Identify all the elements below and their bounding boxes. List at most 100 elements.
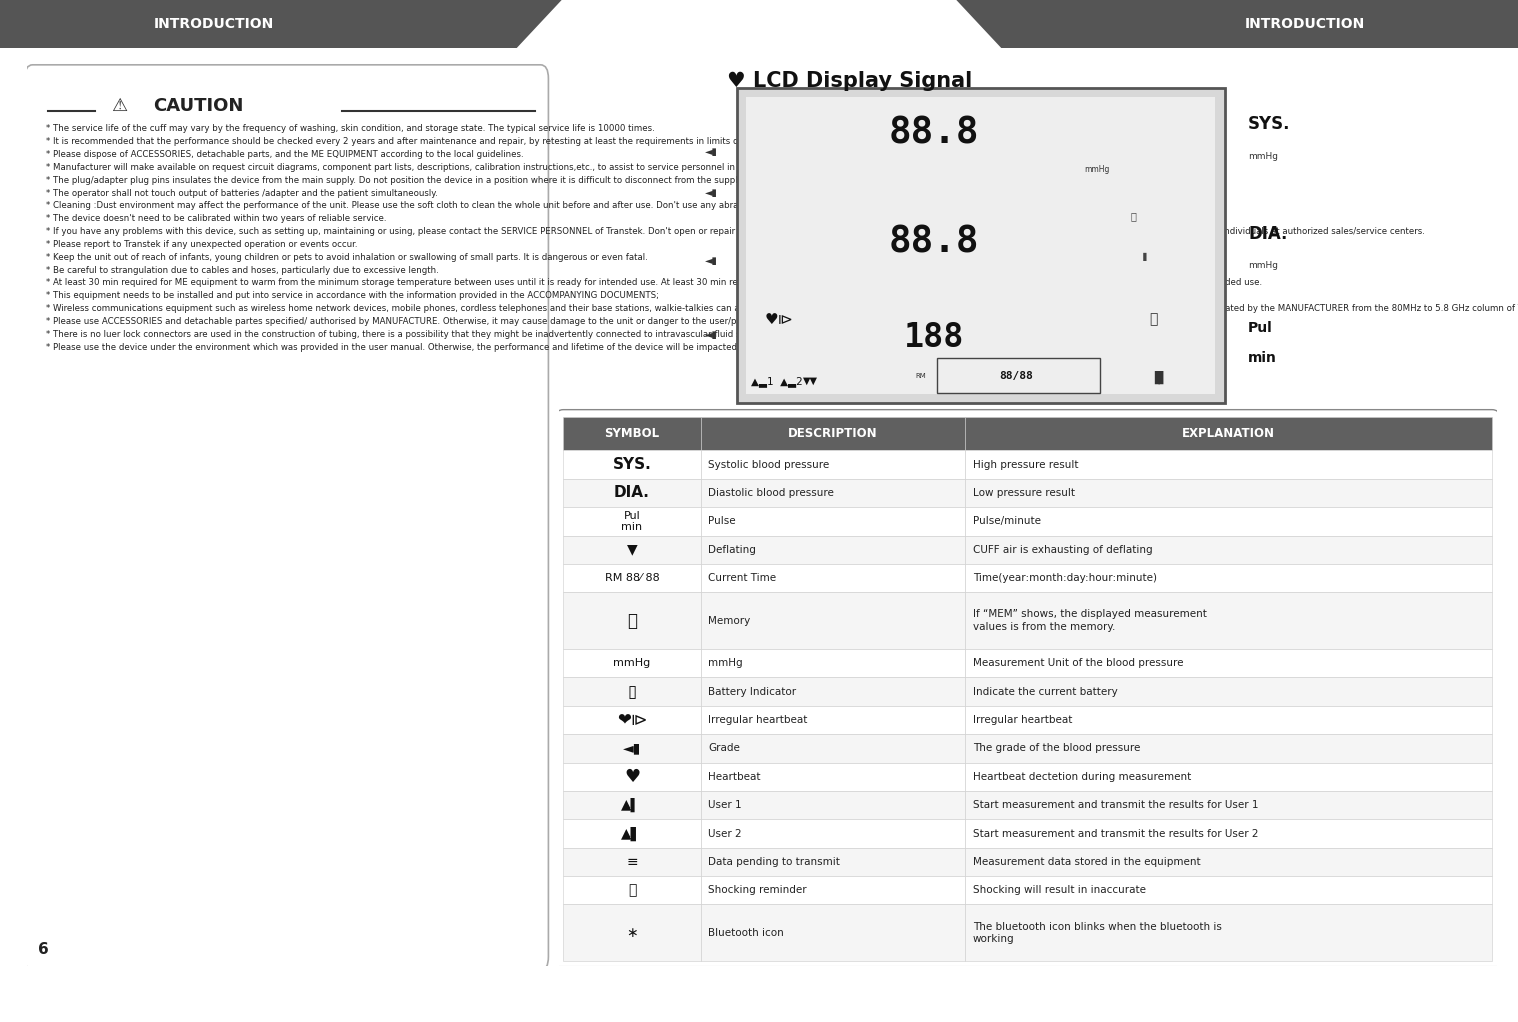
Text: 88.8: 88.8	[888, 225, 979, 261]
Text: ▼: ▼	[627, 543, 638, 557]
Text: Shocking reminder: Shocking reminder	[709, 885, 808, 895]
Text: Data pending to transmit: Data pending to transmit	[709, 856, 839, 867]
Text: ➰: ➰	[628, 883, 636, 897]
Text: Bluetooth icon: Bluetooth icon	[709, 928, 783, 938]
Text: mmHg: mmHg	[613, 658, 651, 668]
Text: Start measurement and transmit the results for User 1: Start measurement and transmit the resul…	[973, 800, 1258, 810]
Bar	[701, 649, 965, 678]
Text: Indicate the current battery: Indicate the current battery	[973, 687, 1117, 697]
Text: INTRODUCTION: INTRODUCTION	[153, 17, 273, 31]
Text: Measurement data stored in the equipment: Measurement data stored in the equipment	[973, 856, 1201, 867]
Bar	[701, 478, 965, 507]
Text: 88.8: 88.8	[888, 115, 979, 151]
Text: Memory: Memory	[709, 615, 750, 625]
Bar	[965, 706, 1492, 734]
Bar	[701, 678, 965, 706]
Text: ⚠: ⚠	[111, 97, 128, 115]
Text: ▲▌: ▲▌	[621, 827, 642, 841]
Bar	[965, 678, 1492, 706]
Text: Grade: Grade	[709, 743, 741, 753]
Bar	[563, 507, 701, 536]
Bar	[965, 593, 1492, 649]
Text: ⌕: ⌕	[627, 611, 638, 630]
Bar	[965, 847, 1492, 876]
Text: SYMBOL: SYMBOL	[604, 427, 660, 440]
Bar	[563, 762, 701, 791]
Bar	[563, 564, 701, 593]
Text: Pul: Pul	[1248, 321, 1274, 335]
Text: The grade of the blood pressure: The grade of the blood pressure	[973, 743, 1140, 753]
Bar	[563, 451, 701, 478]
Text: mmHg: mmHg	[1084, 166, 1110, 175]
Text: ♥ LCD Display Signal: ♥ LCD Display Signal	[727, 72, 973, 91]
Bar	[701, 762, 965, 791]
Text: If “MEM” shows, the displayed measurement
values is from the memory.: If “MEM” shows, the displayed measuremen…	[973, 609, 1207, 632]
Text: ≡: ≡	[627, 854, 638, 869]
Text: * The service life of the cuff may vary by the frequency of washing, skin condit: * The service life of the cuff may vary …	[46, 125, 1518, 352]
Text: Current Time: Current Time	[709, 573, 776, 584]
Text: ◄▮: ◄▮	[706, 257, 718, 267]
Bar	[965, 417, 1492, 451]
Bar	[965, 564, 1492, 593]
Text: DIA.: DIA.	[1248, 225, 1287, 243]
Bar	[965, 536, 1492, 564]
Bar	[965, 507, 1492, 536]
Text: ⦿: ⦿	[1131, 212, 1137, 221]
Text: ♥⧐: ♥⧐	[765, 312, 794, 327]
Bar	[965, 478, 1492, 507]
Text: SYS.: SYS.	[613, 457, 651, 472]
Bar	[563, 847, 701, 876]
Text: User 1: User 1	[709, 800, 742, 810]
Text: Irregular heartbeat: Irregular heartbeat	[709, 715, 808, 725]
Text: 7: 7	[1477, 946, 1488, 962]
Bar	[965, 791, 1492, 820]
Bar	[965, 734, 1492, 762]
Bar	[701, 706, 965, 734]
FancyBboxPatch shape	[24, 64, 548, 970]
Bar	[965, 762, 1492, 791]
Bar	[563, 734, 701, 762]
Bar	[563, 649, 701, 678]
Text: mmHg: mmHg	[1248, 151, 1278, 160]
Text: Measurement Unit of the blood pressure: Measurement Unit of the blood pressure	[973, 658, 1184, 668]
Text: ❤⧐: ❤⧐	[616, 711, 647, 729]
Text: User 2: User 2	[709, 829, 742, 838]
Text: DESCRIPTION: DESCRIPTION	[788, 427, 877, 440]
Text: ▲▍: ▲▍	[621, 798, 642, 812]
Text: Pulse: Pulse	[709, 516, 736, 526]
Bar	[965, 876, 1492, 904]
Bar	[563, 820, 701, 847]
Text: DIA.: DIA.	[615, 485, 650, 501]
Bar	[965, 904, 1492, 962]
Bar	[563, 904, 701, 962]
Bar	[701, 847, 965, 876]
Bar	[965, 451, 1492, 478]
Text: Shocking will result in inaccurate: Shocking will result in inaccurate	[973, 885, 1146, 895]
Text: INTRODUCTION: INTRODUCTION	[1245, 17, 1365, 31]
Text: Diastolic blood pressure: Diastolic blood pressure	[709, 487, 835, 498]
Bar	[701, 536, 965, 564]
Text: 88/88: 88/88	[999, 371, 1034, 381]
Text: ◄▮: ◄▮	[706, 330, 718, 339]
Bar	[563, 478, 701, 507]
Bar	[965, 649, 1492, 678]
Text: Heartbeat dectetion during measurement: Heartbeat dectetion during measurement	[973, 772, 1192, 782]
Text: ▲▃1  ▲▃2: ▲▃1 ▲▃2	[751, 376, 803, 386]
Bar	[563, 417, 701, 451]
Text: The bluetooth icon blinks when the bluetooth is
working: The bluetooth icon blinks when the bluet…	[973, 922, 1222, 944]
Bar	[563, 876, 701, 904]
Text: CUFF air is exhausting of deflating: CUFF air is exhausting of deflating	[973, 545, 1152, 555]
FancyBboxPatch shape	[747, 97, 1216, 394]
Text: ▯: ▯	[627, 683, 636, 701]
Text: Heartbeat: Heartbeat	[709, 772, 761, 782]
Bar	[563, 706, 701, 734]
Bar	[701, 564, 965, 593]
Bar	[701, 507, 965, 536]
Text: RM: RM	[915, 373, 926, 379]
Polygon shape	[0, 0, 562, 48]
Bar	[701, 734, 965, 762]
Text: Low pressure result: Low pressure result	[973, 487, 1075, 498]
Text: Systolic blood pressure: Systolic blood pressure	[709, 460, 829, 469]
Text: ∗: ∗	[627, 926, 638, 940]
Text: ♥: ♥	[624, 768, 641, 786]
